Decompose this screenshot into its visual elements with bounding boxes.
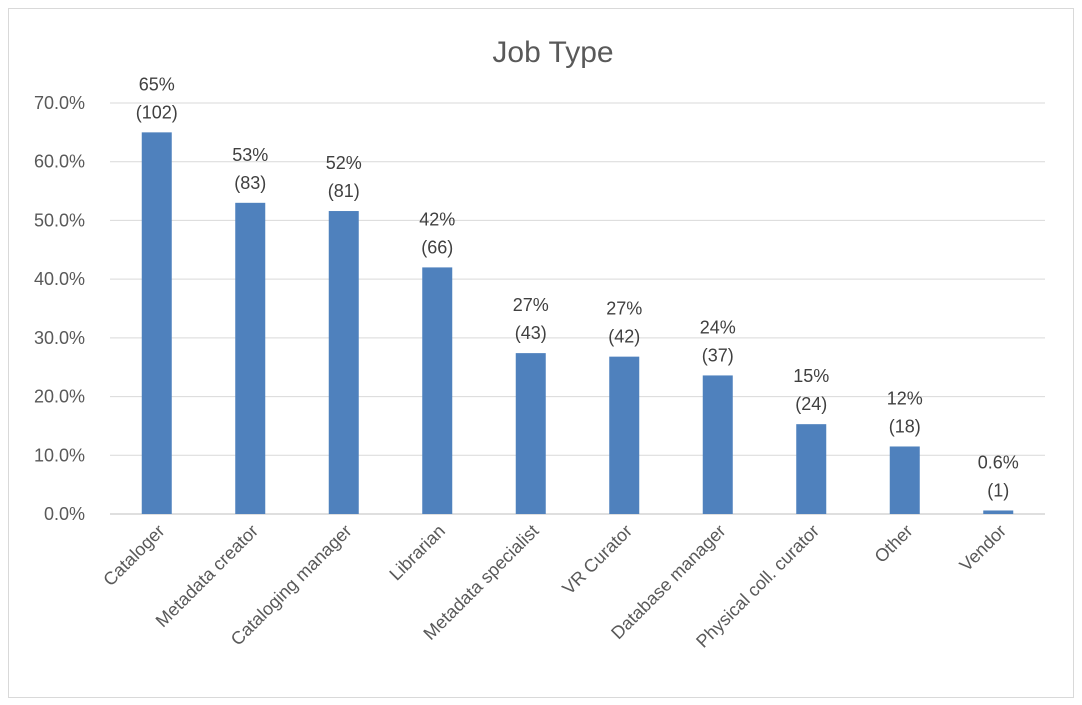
data-label-percent: 15% <box>793 366 829 386</box>
bars <box>141 132 1014 515</box>
bar <box>702 375 733 514</box>
y-axis-ticks: 0.0% 10.0% 20.0% 30.0% 40.0% 50.0% 60.0% 70.0% <box>34 93 85 524</box>
data-labels: 65% (102) 53% (83) 52% (81) 42% (66) 27% (43) 27% (… <box>136 74 1019 500</box>
bar <box>328 211 359 514</box>
data-label-count: (24) <box>795 394 827 414</box>
chart-title: Job Type <box>492 36 613 69</box>
y-tick-label: 70.0% <box>34 93 85 113</box>
chart-frame <box>8 8 1074 698</box>
y-tick-label: 0.0% <box>44 504 85 524</box>
data-label-count: (81) <box>328 181 360 201</box>
x-tick-label: Metadata creator <box>152 521 262 631</box>
data-label-percent: 42% <box>419 209 455 229</box>
data-label-count: (102) <box>136 102 178 122</box>
data-label-percent: 0.6% <box>978 452 1019 472</box>
y-tick-label: 10.0% <box>34 445 85 465</box>
gridlines <box>110 102 1045 515</box>
data-label-count: (1) <box>987 480 1009 500</box>
bar <box>609 356 640 514</box>
data-label-percent: 27% <box>606 299 642 319</box>
bar <box>422 267 453 514</box>
data-label-count: (37) <box>702 345 734 365</box>
data-label-count: (83) <box>234 173 266 193</box>
data-label-percent: 12% <box>887 388 923 408</box>
y-tick-label: 40.0% <box>34 269 85 289</box>
data-label-percent: 65% <box>139 74 175 94</box>
data-label-percent: 24% <box>700 317 736 337</box>
x-tick-label: VR Curator <box>558 521 636 599</box>
bar <box>796 424 827 514</box>
y-tick-label: 50.0% <box>34 210 85 230</box>
bar <box>515 353 546 514</box>
y-tick-label: 20.0% <box>34 387 85 407</box>
data-label-percent: 27% <box>513 295 549 315</box>
bar <box>889 446 920 514</box>
bar <box>141 132 172 514</box>
data-label-count: (66) <box>421 237 453 257</box>
bar <box>983 510 1014 514</box>
data-label-percent: 52% <box>326 153 362 173</box>
data-label-count: (43) <box>515 323 547 343</box>
x-tick-label: Other <box>871 521 917 567</box>
y-tick-label: 30.0% <box>34 328 85 348</box>
x-tick-label: Librarian <box>385 521 449 585</box>
x-tick-label: Cataloger <box>99 521 168 590</box>
data-label-percent: 53% <box>232 145 268 165</box>
x-tick-label: Vendor <box>956 521 1010 575</box>
data-label-count: (42) <box>608 327 640 347</box>
bar <box>235 202 266 515</box>
y-tick-label: 60.0% <box>34 152 85 172</box>
data-label-count: (18) <box>889 416 921 436</box>
